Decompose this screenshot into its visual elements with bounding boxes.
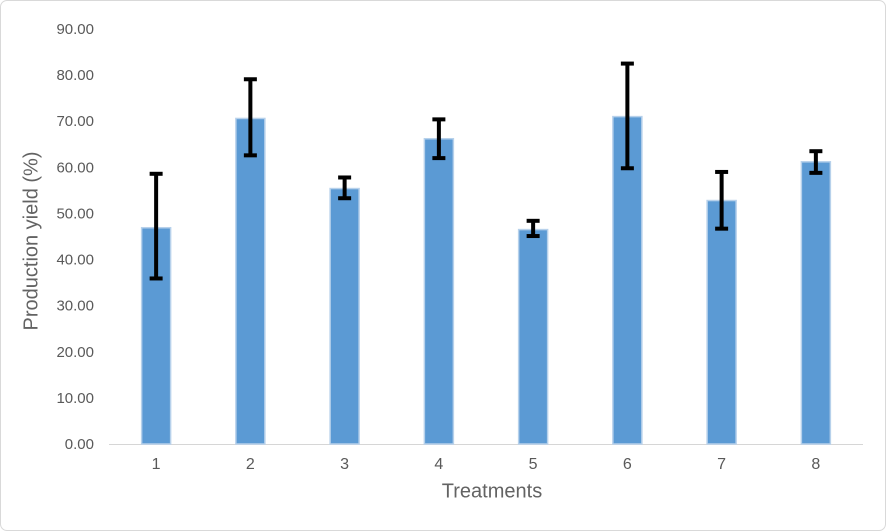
x-tick-label: 7 (717, 456, 726, 473)
x-tick-label: 8 (811, 456, 820, 473)
y-tick-label: 30.00 (56, 298, 94, 315)
bar-treatment-7 (706, 199, 737, 445)
error-bar-cap-bottom (715, 226, 729, 231)
bar-treatment-3 (329, 187, 360, 445)
y-tick-label: 20.00 (56, 344, 94, 361)
y-axis-title: Production yield (%) (20, 151, 43, 331)
y-tick-label: 60.00 (56, 159, 94, 176)
y-tick-label: 10.00 (56, 390, 94, 407)
error-bar-cap-bottom (149, 276, 163, 281)
error-bar-cap-bottom (338, 196, 352, 201)
bar-treatment-5 (517, 228, 549, 445)
error-bar-cap-top (809, 149, 823, 154)
bar-treatment-2 (235, 117, 266, 445)
error-bar-cap-bottom (432, 156, 446, 161)
bar-treatment-8 (800, 161, 832, 445)
y-tick-label: 40.00 (56, 252, 94, 269)
error-bar-cap-bottom (243, 153, 257, 158)
x-tick-label: 4 (434, 456, 443, 473)
x-tick-label: 3 (340, 456, 349, 473)
error-bar-stem (531, 220, 536, 237)
bar-treatment-6 (612, 115, 643, 445)
error-bar-cap-top (526, 218, 540, 223)
bar-treatment-4 (423, 137, 455, 445)
error-bar-stem (342, 177, 347, 199)
x-axis-title: Treatments (441, 480, 543, 503)
y-tick-label: 0.00 (65, 436, 94, 453)
error-bar-stem (248, 79, 253, 156)
error-bar-stem (154, 173, 159, 279)
error-bar-cap-bottom (620, 166, 634, 171)
y-tick-label: 50.00 (56, 205, 94, 222)
error-bar-stem (436, 119, 441, 159)
x-tick-label: 6 (623, 456, 632, 473)
error-bar-cap-top (243, 77, 257, 82)
error-bar-stem (813, 151, 818, 173)
error-bar-cap-bottom (809, 170, 823, 175)
x-tick-label: 1 (152, 456, 161, 473)
x-tick-label: 5 (529, 456, 538, 473)
error-bar-stem (625, 63, 630, 169)
error-bar-stem (719, 171, 724, 229)
error-bar-cap-top (620, 61, 634, 66)
error-bar-cap-top (432, 117, 446, 122)
y-tick-label: 90.00 (56, 21, 94, 38)
error-bar-cap-top (149, 171, 163, 176)
error-bar-cap-bottom (526, 234, 540, 239)
x-tick-label: 2 (246, 456, 255, 473)
y-tick-label: 70.00 (56, 113, 94, 130)
error-bar-cap-top (715, 169, 729, 174)
y-tick-label: 80.00 (56, 67, 94, 84)
error-bar-cap-top (338, 175, 352, 180)
